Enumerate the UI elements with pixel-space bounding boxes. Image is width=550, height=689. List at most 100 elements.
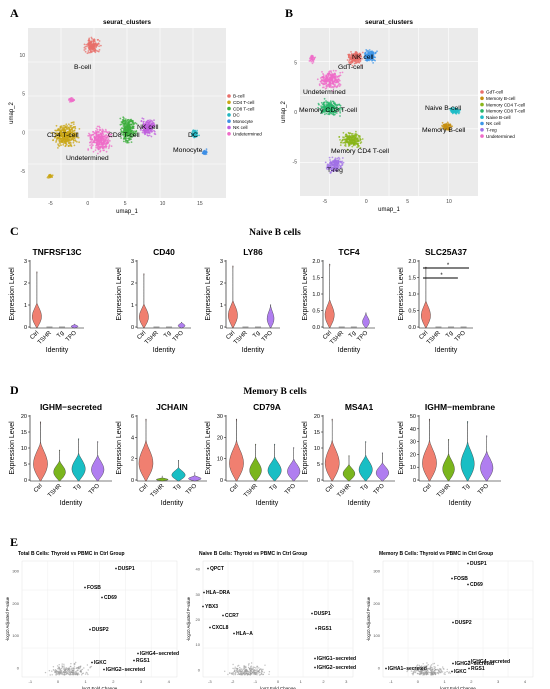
volcano-point bbox=[76, 673, 79, 676]
umap-point bbox=[132, 121, 135, 124]
x-tick-label: Tg bbox=[360, 483, 369, 492]
umap-point bbox=[71, 121, 74, 124]
volcano-point bbox=[227, 673, 229, 676]
x-tick-label: Tg bbox=[73, 483, 82, 492]
umap-point bbox=[323, 97, 326, 100]
volcano-plot: Total B Cells: Thyroid vs PBMC in Ctrl G… bbox=[5, 551, 179, 689]
y-tick-label: 0 bbox=[220, 325, 223, 331]
x-tick-label: TSHR bbox=[337, 483, 353, 499]
volcano-point bbox=[250, 662, 253, 664]
umap-point bbox=[97, 131, 100, 134]
umap-point bbox=[127, 121, 130, 123]
umap-point bbox=[345, 138, 348, 141]
umap-point bbox=[84, 45, 87, 48]
volcano-point bbox=[427, 664, 429, 666]
y-tick-label: 10 bbox=[196, 642, 201, 647]
highlight-point bbox=[468, 667, 470, 670]
umap-point bbox=[441, 121, 444, 124]
umap-point bbox=[94, 51, 97, 54]
umap-point bbox=[83, 43, 86, 46]
umap-point bbox=[63, 124, 66, 127]
umap-point bbox=[328, 84, 330, 87]
volcano-point bbox=[259, 672, 261, 674]
umap-point bbox=[55, 141, 57, 143]
volcano-point bbox=[79, 668, 81, 670]
volcano-point bbox=[235, 668, 237, 670]
umap-point bbox=[346, 59, 349, 61]
y-tick-label: 0 bbox=[198, 667, 201, 672]
x-tick-label: 2 bbox=[112, 679, 115, 684]
cluster-label: Naive B-cell bbox=[425, 105, 462, 112]
umap-point bbox=[338, 79, 341, 82]
x-axis-label: Identity bbox=[161, 500, 184, 507]
legend-marker bbox=[227, 119, 231, 123]
x-tick-label: 10 bbox=[446, 199, 452, 205]
x-tick-label: 4 bbox=[168, 679, 171, 684]
volcano-point bbox=[79, 665, 81, 668]
volcano-point bbox=[63, 667, 65, 669]
volcano-point bbox=[87, 669, 89, 671]
x-tick-label: TSHR bbox=[233, 330, 249, 346]
umap-point bbox=[108, 144, 111, 147]
gene-title: TCF4 bbox=[338, 247, 360, 257]
umap-point bbox=[65, 138, 67, 140]
umap-point bbox=[98, 43, 100, 45]
y-tick-label: 1.5 bbox=[408, 276, 416, 282]
umap-point bbox=[151, 128, 154, 131]
legend-marker bbox=[480, 128, 484, 132]
umap-point bbox=[336, 162, 338, 164]
y-axis-label: -log10 Adjusted P-value bbox=[366, 596, 371, 641]
umap-point bbox=[92, 144, 94, 147]
highlight-point bbox=[314, 657, 316, 660]
umap-point bbox=[72, 121, 75, 123]
x-tick-label: 5 bbox=[406, 199, 409, 205]
y-tick-label: 30 bbox=[196, 592, 201, 597]
volcano-point bbox=[53, 669, 55, 672]
volcano-point bbox=[429, 667, 432, 669]
legend-label: Memory CD8 T-cell bbox=[486, 109, 525, 114]
volcano-point bbox=[253, 671, 255, 674]
y-axis-label: Expression Level bbox=[398, 421, 405, 475]
volcano-point bbox=[440, 672, 442, 674]
umap-point bbox=[56, 137, 59, 139]
y-axis-label: -log10 Adjusted P-value bbox=[186, 596, 191, 641]
umap-point bbox=[350, 138, 352, 141]
volcano-point bbox=[260, 673, 263, 675]
umap-point bbox=[359, 138, 362, 141]
gene-label: CXCL8 bbox=[212, 625, 229, 631]
volcano-point bbox=[77, 672, 80, 674]
violin-plot: IGHM−secreted 20 15 10 5 0 Expression Level Ctr… bbox=[9, 402, 112, 507]
y-tick-label: 0 bbox=[413, 478, 416, 484]
cluster-label: GdT-cell bbox=[338, 64, 364, 71]
highlight-point bbox=[451, 577, 453, 580]
legend-marker bbox=[227, 100, 231, 105]
umap-point bbox=[65, 143, 68, 146]
umap-point bbox=[94, 139, 97, 142]
y-tick-label: 15 bbox=[314, 430, 320, 436]
volcano-point bbox=[77, 667, 79, 669]
highlight-point bbox=[101, 596, 103, 599]
umap-point bbox=[122, 125, 125, 128]
gene-label: IGKC bbox=[94, 660, 107, 666]
umap-point bbox=[125, 129, 127, 132]
volcano-point bbox=[245, 667, 247, 669]
legend-marker bbox=[480, 109, 484, 113]
umap-point bbox=[94, 49, 96, 52]
volcano-point bbox=[87, 673, 89, 676]
umap-point bbox=[98, 143, 101, 145]
y-axis-label: Expression Level bbox=[302, 421, 309, 475]
umap-point bbox=[88, 38, 90, 41]
volcano-point bbox=[56, 665, 59, 667]
umap-point bbox=[331, 100, 334, 103]
violin-shape bbox=[156, 475, 169, 482]
gene-label: DUSP2 bbox=[455, 620, 472, 626]
umap-point bbox=[318, 83, 321, 86]
umap-point bbox=[204, 153, 207, 156]
cluster-label: B-cell bbox=[74, 64, 91, 71]
volcano-point bbox=[437, 664, 439, 667]
x-axis-label: Identity bbox=[256, 500, 279, 507]
umap-point bbox=[88, 51, 90, 54]
volcano-point bbox=[268, 671, 271, 673]
violin-shape bbox=[460, 421, 475, 482]
volcano-point bbox=[59, 672, 61, 675]
